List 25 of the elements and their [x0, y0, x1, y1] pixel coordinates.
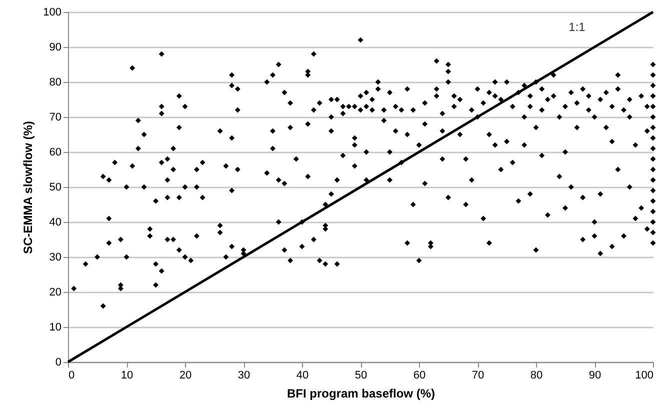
y-tick-label: 60 — [49, 146, 62, 158]
x-tick-label: 30 — [238, 370, 250, 382]
y-tick-label: 10 — [49, 322, 62, 334]
y-tick-label: 80 — [49, 76, 62, 88]
y-tick-label: 30 — [49, 252, 62, 264]
x-tick-label: 40 — [296, 370, 309, 382]
y-tick-label: 100 — [43, 6, 62, 18]
x-tick-label: 60 — [413, 370, 426, 382]
y-tick-label: 50 — [49, 182, 62, 194]
annotation: 1:1 — [568, 20, 586, 34]
y-axis-title: SC-EMMA slowflow (%) — [21, 121, 36, 254]
x-tick-label: 20 — [179, 370, 192, 382]
y-tick-label: 40 — [49, 216, 62, 228]
x-tick-label: 70 — [472, 370, 484, 382]
y-tick-label: 90 — [49, 42, 62, 54]
x-tick-label: 50 — [354, 370, 368, 382]
x-axis-title: BFI program baseflow (%) — [286, 386, 436, 400]
x-tick-label: 100 — [635, 370, 654, 382]
x-tick-label: 90 — [588, 370, 602, 382]
x-tick-label: 80 — [530, 370, 543, 382]
y-tick-label: 20 — [49, 286, 62, 298]
y-tick-label: 70 — [49, 112, 62, 124]
y-tick-label: 0 — [55, 356, 62, 368]
x-tick-label: 10 — [120, 370, 134, 382]
x-tick-label: 0 — [68, 370, 75, 382]
